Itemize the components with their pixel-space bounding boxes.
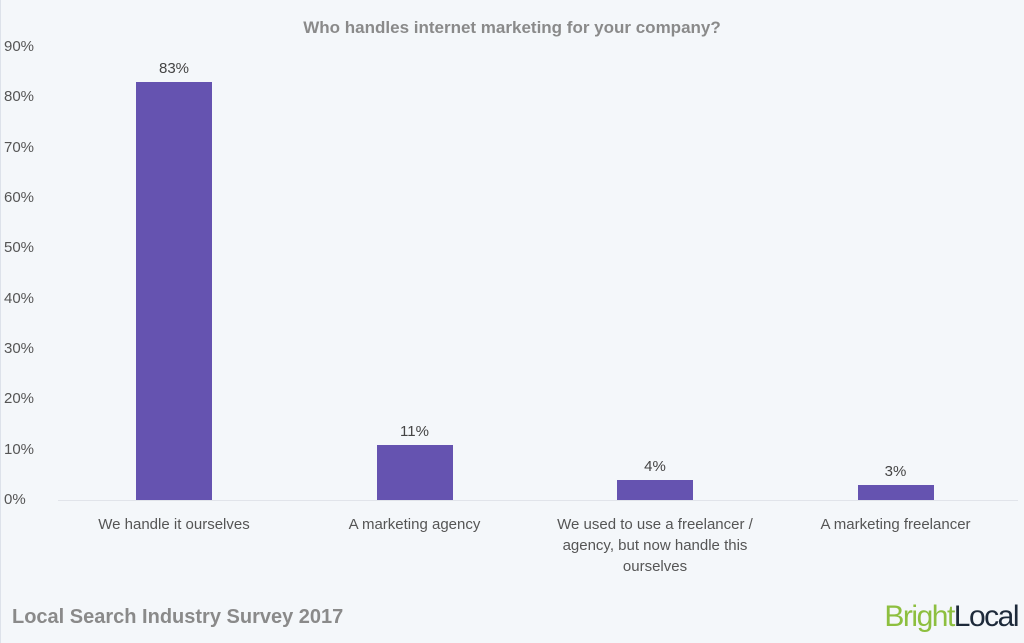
x-category-label: A marketing freelancer bbox=[820, 516, 971, 533]
bar-value-label: 11% bbox=[400, 422, 429, 440]
bar-value-label: 4% bbox=[644, 457, 666, 475]
bar bbox=[136, 82, 212, 500]
bar-value-label: 3% bbox=[884, 462, 907, 480]
bar bbox=[376, 444, 453, 500]
frame-border bbox=[0, 0, 1, 643]
bar bbox=[857, 484, 934, 500]
chart-title: Who handles internet marketing for your … bbox=[303, 18, 721, 37]
y-tick-label: 20% bbox=[4, 390, 35, 408]
brightlocal-logo: BrightLocal bbox=[884, 600, 1020, 634]
y-tick-label: 70% bbox=[4, 138, 35, 156]
y-tick-label: 90% bbox=[4, 38, 35, 55]
y-tick-label: 80% bbox=[4, 88, 35, 106]
x-category-label: We used to use a freelancer / agency, bu… bbox=[557, 516, 753, 575]
bar bbox=[617, 479, 693, 500]
y-tick-label: 60% bbox=[4, 189, 35, 206]
survey-source: Local Search Industry Survey 2017 bbox=[12, 606, 344, 628]
x-category-label: A marketing agency bbox=[348, 516, 481, 533]
x-axis-baseline bbox=[58, 500, 1018, 501]
y-tick-label: 0% bbox=[4, 491, 26, 508]
y-tick-label: 10% bbox=[4, 440, 35, 458]
y-tick-label: 40% bbox=[4, 289, 35, 307]
x-category-label: We handle it ourselves bbox=[98, 516, 250, 533]
y-tick-label: 50% bbox=[4, 239, 35, 257]
logo-bright: Bright bbox=[884, 600, 955, 633]
bar-value-label: 83% bbox=[158, 60, 190, 78]
y-tick-label: 30% bbox=[4, 340, 35, 357]
logo-local: Local bbox=[953, 600, 1020, 633]
